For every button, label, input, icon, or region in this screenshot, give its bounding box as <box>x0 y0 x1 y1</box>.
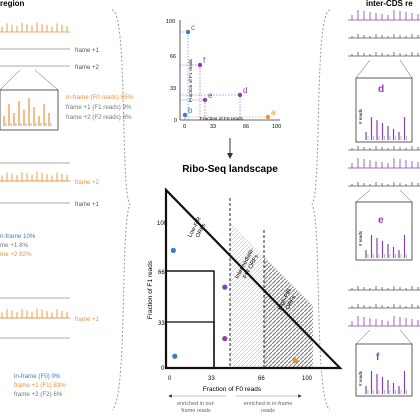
zoom-bars-1 <box>3 98 52 126</box>
zoom-box-1 <box>0 89 59 131</box>
land-ytick-33: 33 <box>158 321 165 327</box>
enriched-out-1: enriched in out- <box>177 401 215 407</box>
point-c-label: c <box>191 23 195 32</box>
legend-frame2: frame +2 (F2 reads) 6% <box>66 114 132 121</box>
right-axis-d: # reads <box>358 108 363 124</box>
top-ytick-66: 66 <box>170 54 176 60</box>
legend-inframe: in-frame (F0 reads) 85% <box>66 94 134 101</box>
frame-plus1-label-b2: frame +1 <box>75 202 100 208</box>
top-xtick-33: 33 <box>210 124 216 130</box>
top-xlabel: Fraction of F0 reads <box>200 116 244 122</box>
landscape: Ribo-Seq landscape 100 66 33 0 0 33 66 1… <box>147 164 343 414</box>
point-e-label: e <box>208 91 213 100</box>
right-header: inter-CDS re <box>366 0 413 8</box>
enriched-in-1: enriched in in-frame <box>244 401 293 407</box>
right-label-e: e <box>378 215 384 226</box>
left-block-2: frame +2 frame +1 n-frame 10% me +1 8% m… <box>0 162 100 258</box>
point-f <box>197 62 203 68</box>
box-inner <box>165 321 215 369</box>
landscape-points <box>170 247 298 364</box>
right-label-f: f <box>376 352 380 363</box>
top-ytick-100: 100 <box>166 19 175 25</box>
landscape-point <box>172 353 178 359</box>
right-label-d: d <box>378 84 384 95</box>
left-header: region <box>0 0 25 8</box>
right-axis-e: # reads <box>358 230 363 246</box>
right-tracks <box>348 10 420 345</box>
legend-b3-1: frame +1 (F1) 83% <box>14 382 66 389</box>
enriched-out-2: frame reads <box>181 408 211 414</box>
zoom-box-d <box>355 77 413 143</box>
zoom-connector <box>399 329 413 345</box>
point-b <box>182 112 188 118</box>
right-zoom-bars <box>365 117 407 394</box>
point-f-label: f <box>203 56 206 65</box>
landscape-point <box>222 336 228 342</box>
left-block-3: frame +1 in-frame (F0) 9% frame +1 (F1) … <box>0 297 100 398</box>
frame-plus2-label-b2: frame +2 <box>75 180 100 186</box>
land-ylabel: Fraction of F1 reads <box>147 260 154 319</box>
frame-plus1-label-b3: frame +1 <box>75 317 100 323</box>
legend-frame1: frame +1 (F1 reads) 9% <box>66 104 132 111</box>
landscape-point <box>170 247 176 253</box>
zoom-connector <box>355 59 371 79</box>
top-ytick-0: 0 <box>174 118 177 124</box>
point-d-label: d <box>243 86 247 95</box>
top-xtick-66: 66 <box>243 124 249 130</box>
top-scatter-points: a b c d e f <box>180 23 276 120</box>
region-intermediate-shade <box>230 222 264 368</box>
landscape-point <box>292 358 298 364</box>
zoom-connector <box>355 329 371 345</box>
top-ylabel: Fraction of F1 reads <box>188 58 194 102</box>
landscape-title: Ribo-Seq landscape <box>182 164 278 175</box>
enriched-in-2: reads <box>261 408 275 414</box>
point-e <box>202 97 208 103</box>
land-xtick-100: 100 <box>302 376 313 382</box>
frame-plus2-label: frame +2 <box>75 65 100 71</box>
land-ytick-0: 0 <box>161 366 165 372</box>
point-c <box>185 29 191 35</box>
right-brace <box>311 9 331 411</box>
top-ytick-33: 33 <box>170 86 176 92</box>
land-ytick-100: 100 <box>157 221 168 227</box>
land-xtick-33: 33 <box>208 376 215 382</box>
land-xlabel: Fraction of F0 reads <box>203 386 262 393</box>
top-scatter: 100 66 33 0 0 33 66 100 Fraction of F0 r… <box>166 19 281 130</box>
land-ytick-66: 66 <box>158 270 165 276</box>
legend-b3-2: frame +2 (F2) 6% <box>14 391 63 398</box>
reads-track-frame1 <box>0 308 70 319</box>
zoom-connector <box>399 189 413 203</box>
region-high-shade <box>264 257 313 368</box>
land-xtick-0: 0 <box>168 376 172 382</box>
zoom-connector <box>399 59 413 79</box>
frame-plus1-label: frame +1 <box>75 48 100 54</box>
top-xtick-100: 100 <box>272 124 281 130</box>
point-a-label: a <box>271 108 276 117</box>
reads-track-inframe <box>0 22 70 33</box>
legend-b2-1: me +1 8% <box>0 242 29 249</box>
land-xtick-66: 66 <box>258 376 265 382</box>
landscape-point <box>222 284 228 290</box>
point-d <box>237 92 243 98</box>
reads-track-frame2 <box>0 171 70 182</box>
point-b-label: b <box>188 106 193 115</box>
left-block-1: frame +1 frame +2 in-frame (F0 reads) 85… <box>0 22 134 131</box>
left-brace <box>111 9 131 411</box>
right-panel: d e f # reads # reads # reads <box>348 10 420 397</box>
zoom-connector <box>355 189 371 203</box>
legend-b2-0: n-frame 10% <box>0 233 36 240</box>
legend-b3-0: in-frame (F0) 9% <box>14 373 61 380</box>
box-33 <box>165 270 215 369</box>
zoom-box-e <box>355 201 413 261</box>
top-xtick-0: 0 <box>183 124 186 130</box>
point-a <box>265 114 271 120</box>
legend-b2-2: me +2 82% <box>0 251 32 258</box>
zoom-box-f <box>355 343 413 397</box>
right-axis-f: # reads <box>358 370 363 386</box>
